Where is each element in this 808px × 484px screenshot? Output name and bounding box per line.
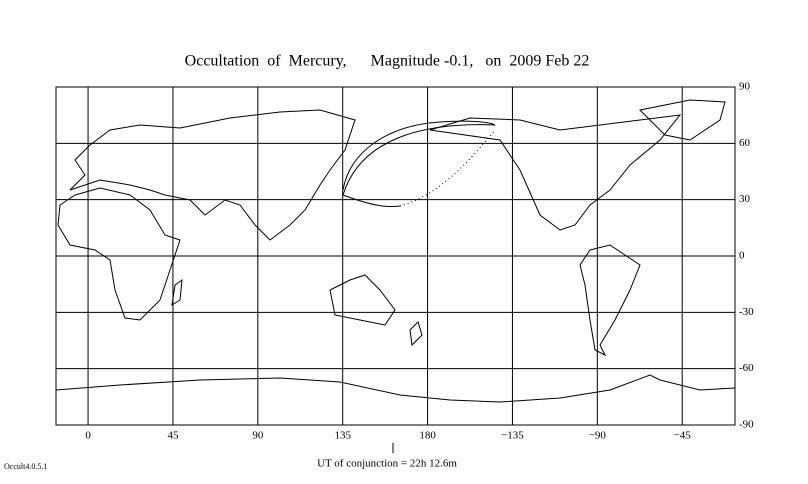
chart-title: Occultation of Mercury, Magnitude -0.1, … bbox=[185, 53, 590, 70]
y-tick-label: -60 bbox=[739, 362, 754, 374]
y-tick-label: 0 bbox=[739, 250, 745, 262]
x-tick-label: −90 bbox=[589, 430, 607, 442]
x-tick-label: −45 bbox=[674, 430, 692, 442]
annotation: UT of conjunction = 22h 12.6m bbox=[317, 458, 457, 470]
y-tick-label: -30 bbox=[739, 306, 754, 318]
program-version: Occult4.0.5.1 bbox=[4, 462, 47, 471]
x-tick-label: 180 bbox=[419, 430, 436, 442]
x-tick-label: −135 bbox=[501, 430, 524, 442]
y-tick-label: 30 bbox=[739, 193, 751, 205]
coastlines bbox=[55, 99, 736, 403]
y-tick-label: 90 bbox=[739, 81, 751, 93]
y-tick-label: -90 bbox=[739, 419, 754, 431]
x-tick-label: 45 bbox=[167, 430, 179, 442]
occultation-path bbox=[342, 120, 496, 208]
y-tick-label: 60 bbox=[739, 137, 751, 149]
x-tick-label: 90 bbox=[252, 430, 264, 442]
x-tick-label: 135 bbox=[334, 430, 351, 442]
x-tick-label: 0 bbox=[85, 430, 91, 442]
